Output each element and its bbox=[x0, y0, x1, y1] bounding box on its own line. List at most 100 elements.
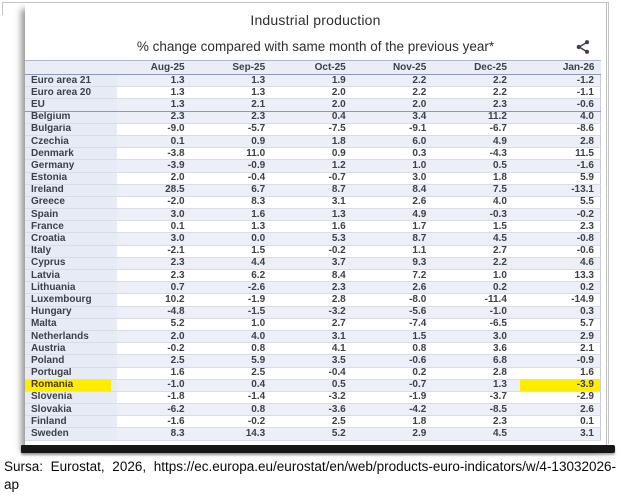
value-cell: 13.3 bbox=[519, 268, 601, 283]
share-icon[interactable] bbox=[575, 39, 591, 55]
value-cell: 2.5 bbox=[278, 415, 359, 429]
table-row: Italy -2.1 1.5 -0.2 1.1 2.7 -0.6 bbox=[25, 244, 601, 258]
value-cell: 0.9 bbox=[197, 134, 279, 149]
value-cell: 2.8 bbox=[519, 134, 601, 149]
value-cell: -1.0 bbox=[117, 378, 198, 392]
table-row: Lithuania 0.7 -2.6 2.3 2.6 0.2 0.2 bbox=[25, 281, 601, 295]
value-cell: 0.1 bbox=[117, 134, 198, 149]
country-label: EU bbox=[25, 98, 117, 112]
value-cell: -6.5 bbox=[439, 317, 520, 331]
value-cell: 1.1 bbox=[358, 244, 440, 258]
value-cell: 1.6 bbox=[519, 366, 601, 380]
value-cell: 1.8 bbox=[439, 171, 520, 185]
chart-title: Industrial production bbox=[250, 12, 381, 28]
value-cell: 2.6 bbox=[358, 281, 440, 295]
highlighted-value-cell: -3.9 bbox=[519, 378, 601, 392]
value-cell: -1.2 bbox=[519, 73, 601, 88]
table-row: Euro area 21 1.3 1.3 1.9 2.2 2.2 -1.2 bbox=[25, 73, 601, 88]
value-cell: 3.1 bbox=[278, 195, 359, 210]
value-cell: 2.6 bbox=[519, 403, 601, 417]
value-cell: 5.7 bbox=[519, 317, 601, 331]
table-row: Germany -3.9 -0.9 1.2 1.0 0.5 -1.6 bbox=[25, 159, 601, 173]
country-label: Greece bbox=[25, 195, 117, 210]
value-cell: 3.0 bbox=[439, 329, 520, 344]
value-cell: 4.6 bbox=[519, 256, 601, 271]
value-cell: 4.0 bbox=[197, 329, 279, 344]
value-cell: -1.9 bbox=[358, 390, 440, 405]
table-row: Austria -0.2 0.8 4.1 0.8 3.6 2.1 bbox=[25, 342, 601, 356]
value-cell: -5.6 bbox=[358, 305, 440, 319]
table-row: France 0.1 1.3 1.6 1.7 1.5 2.3 bbox=[25, 220, 601, 234]
table-row: Poland 2.5 5.9 3.5 -0.6 6.8 -0.9 bbox=[25, 354, 601, 368]
value-cell: -0.9 bbox=[197, 159, 279, 173]
value-cell: 7.5 bbox=[439, 183, 520, 197]
table-row: Estonia 2.0 -0.4 -0.7 3.0 1.8 5.9 bbox=[25, 171, 601, 185]
table-row: Slovakia -6.2 0.8 -3.6 -4.2 -8.5 2.6 bbox=[25, 403, 601, 417]
value-cell: -0.7 bbox=[358, 378, 440, 392]
value-cell: 5.5 bbox=[519, 195, 601, 210]
value-cell: 6.7 bbox=[197, 183, 279, 197]
value-cell: -11.4 bbox=[439, 293, 520, 307]
value-cell: 0.3 bbox=[519, 305, 601, 319]
value-cell: 0.8 bbox=[358, 342, 440, 356]
value-cell: -9.1 bbox=[358, 122, 440, 136]
country-label: Cyprus bbox=[25, 256, 117, 271]
table-row: Sweden 8.3 14.3 5.2 2.9 4.5 3.1 bbox=[25, 427, 601, 441]
value-cell: 1.5 bbox=[197, 244, 279, 258]
country-label: Austria bbox=[25, 342, 117, 356]
value-cell: 1.3 bbox=[117, 86, 198, 100]
column-header-aug-25: Aug-25 bbox=[117, 60, 198, 75]
value-cell: 4.9 bbox=[439, 134, 520, 149]
value-cell: -0.2 bbox=[117, 342, 198, 356]
value-cell: 2.3 bbox=[117, 268, 198, 283]
value-cell: -1.5 bbox=[197, 305, 279, 319]
value-cell: 1.5 bbox=[358, 329, 440, 344]
country-label: Lithuania bbox=[25, 281, 117, 295]
page-frame-top-border bbox=[2, 2, 608, 3]
country-label: Portugal bbox=[25, 366, 117, 380]
value-cell: -5.7 bbox=[197, 122, 279, 136]
value-cell: 2.3 bbox=[439, 98, 520, 112]
value-cell: -9.0 bbox=[117, 122, 198, 136]
value-cell: 1.5 bbox=[439, 220, 520, 234]
value-cell: 2.3 bbox=[197, 110, 279, 124]
value-cell: -1.4 bbox=[197, 390, 279, 405]
value-cell: 9.3 bbox=[358, 256, 440, 271]
table-row: Spain 3.0 1.6 1.3 4.9 -0.3 -0.2 bbox=[25, 208, 601, 222]
value-cell: 1.2 bbox=[278, 159, 359, 173]
value-cell: 4.0 bbox=[439, 195, 520, 210]
country-label: Sweden bbox=[25, 427, 117, 441]
country-label: Poland bbox=[25, 354, 117, 368]
value-cell: 28.5 bbox=[117, 183, 198, 197]
country-label: Italy bbox=[25, 244, 117, 258]
value-cell: -0.2 bbox=[197, 415, 279, 429]
value-cell: 0.3 bbox=[358, 147, 440, 161]
value-cell: -1.8 bbox=[117, 390, 198, 405]
chart-subtitle: % change compared with same month of the… bbox=[136, 39, 495, 54]
value-cell: -7.5 bbox=[278, 122, 359, 136]
value-cell: 3.0 bbox=[117, 232, 198, 246]
value-cell: 1.6 bbox=[197, 208, 279, 222]
value-cell: 2.2 bbox=[358, 73, 440, 88]
table-body: Euro area 21 1.3 1.3 1.9 2.2 2.2 -1.2 Euro area… bbox=[25, 73, 601, 441]
table-row: Slovenia -1.8 -1.4 -3.2 -1.9 -3.7 -2.9 bbox=[25, 390, 601, 405]
value-cell: 1.8 bbox=[358, 415, 440, 429]
country-label: Denmark bbox=[25, 147, 117, 161]
value-cell: 4.9 bbox=[358, 208, 440, 222]
value-cell: 6.2 bbox=[197, 268, 279, 283]
value-cell: 2.5 bbox=[197, 366, 279, 380]
value-cell: 2.8 bbox=[278, 293, 359, 307]
value-cell: 3.7 bbox=[278, 256, 359, 271]
country-label: Bulgaria bbox=[25, 122, 117, 136]
country-label: Estonia bbox=[25, 171, 117, 185]
value-cell: 14.3 bbox=[197, 427, 279, 441]
country-label: Spain bbox=[25, 208, 117, 222]
value-cell: 7.2 bbox=[358, 268, 440, 283]
table-row: Czechia 0.1 0.9 1.8 6.0 4.9 2.8 bbox=[25, 134, 601, 149]
table-row: Belgium 2.3 2.3 0.4 3.4 11.2 4.0 bbox=[25, 110, 601, 124]
value-cell: 1.7 bbox=[358, 220, 440, 234]
value-cell: 2.0 bbox=[358, 98, 440, 112]
value-cell: 2.2 bbox=[439, 73, 520, 88]
country-label: Croatia bbox=[25, 232, 117, 246]
value-cell: 8.3 bbox=[117, 427, 198, 441]
